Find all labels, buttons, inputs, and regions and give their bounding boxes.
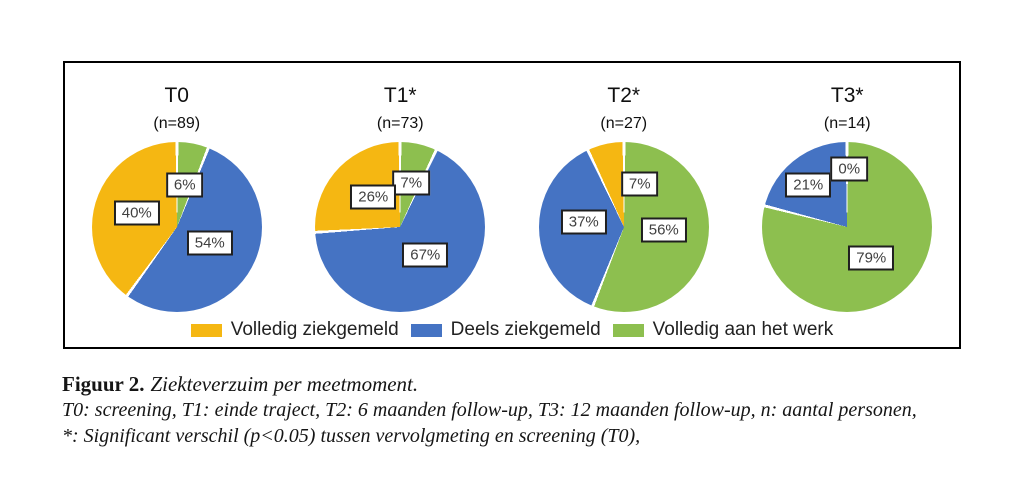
pie-chart-t2: 56% 37% 7% <box>538 142 709 312</box>
pie-row: T0 (n=89) 6% 54% 40% T1* (n=73) 7% 67% 26% T… <box>65 63 959 347</box>
legend-swatch <box>410 323 442 337</box>
slice-label: 37% <box>560 209 607 235</box>
pie-chart-t1: 7% 67% 26% <box>315 142 486 312</box>
slice-label: 7% <box>392 170 431 196</box>
slice-label: 0% <box>830 156 869 182</box>
legend-label: Deels ziekgemeld <box>450 319 601 340</box>
caption-significance-note: *: Significant verschil (p<0.05) tussen … <box>62 425 641 447</box>
legend-item: Deels ziekgemeld <box>410 319 601 341</box>
chart-frame: T0 (n=89) 6% 54% 40% T1* (n=73) 7% 67% 26% T… <box>63 61 961 349</box>
slice-label: 21% <box>785 172 832 198</box>
slice-label: 79% <box>848 245 895 271</box>
slice-label: 56% <box>640 217 687 243</box>
slice-label: 54% <box>186 230 233 256</box>
pie-title: T2* <box>607 84 641 107</box>
pie-sample-size: (n=89) <box>153 115 201 132</box>
legend-item: Volledig aan het werk <box>612 319 834 341</box>
legend-swatch <box>190 323 222 337</box>
pie-column-t0: T0 (n=89) 6% 54% 40% <box>65 63 289 347</box>
pie-chart-t3: 79% 21% 0% <box>762 142 933 312</box>
pie-column-t2: T2* (n=27) 56% 37% 7% <box>512 63 736 347</box>
legend-label: Volledig ziekgemeld <box>230 319 399 340</box>
slice-label: 40% <box>113 200 160 226</box>
caption-definitions: T0: screening, T1: einde traject, T2: 6 … <box>62 399 917 421</box>
slice-label: 67% <box>402 242 449 268</box>
caption-label: Figuur 2. <box>62 372 145 396</box>
slice-label: 6% <box>165 172 204 198</box>
pie-title: T3* <box>830 84 864 107</box>
chart-legend: Volledig ziekgemeld Deels ziekgemeld Vol… <box>65 319 959 341</box>
pie-sample-size: (n=27) <box>600 115 648 132</box>
pie-title: T1* <box>383 84 417 107</box>
pie-sample-size: (n=73) <box>376 115 424 132</box>
legend-label: Volledig aan het werk <box>652 319 834 340</box>
pie-sample-size: (n=14) <box>823 115 871 132</box>
pie-column-t3: T3* (n=14) 79% 21% 0% <box>736 63 960 347</box>
figure-caption: Figuur 2. Ziekteverzuim per meetmoment. T… <box>62 371 1012 449</box>
caption-line-1: Figuur 2. Ziekteverzuim per meetmoment. <box>62 371 1012 397</box>
slice-label: 7% <box>620 171 659 197</box>
pie-title: T0 <box>164 84 189 107</box>
pie-column-t1: T1* (n=73) 7% 67% 26% <box>289 63 513 347</box>
slice-label: 26% <box>350 184 397 210</box>
pie-chart-t0: 6% 54% 40% <box>91 142 262 312</box>
legend-item: Volledig ziekgemeld <box>190 319 399 341</box>
legend-swatch <box>612 323 644 337</box>
caption-title: Ziekteverzuim per meetmoment. <box>150 372 419 396</box>
